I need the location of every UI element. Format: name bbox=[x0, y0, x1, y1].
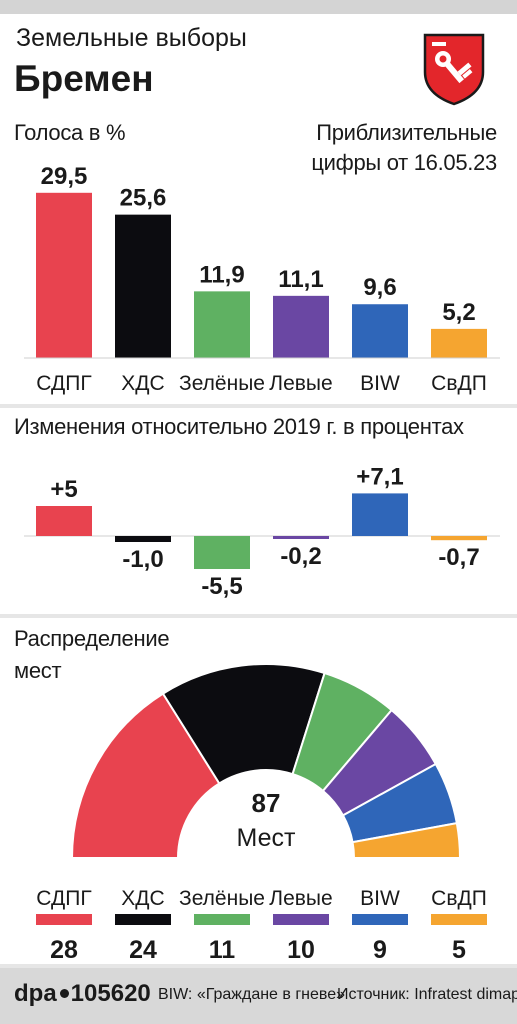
change-title: Изменения относительно 2019 г. в процент… bbox=[14, 414, 464, 439]
seat-segment bbox=[351, 821, 462, 859]
legend-party-label: СвДП bbox=[431, 887, 487, 910]
legend-swatch bbox=[194, 914, 250, 925]
footer-logo: dpa 105620 bbox=[14, 980, 151, 1008]
biw-note: BIW: «Граждане в гневе» bbox=[158, 986, 346, 1003]
party-label: СвДП bbox=[431, 372, 487, 395]
vote-share-chart: 29,5 СДПГ 25,6 ХДС 11,9 Зелёные 11,1 Левые 9,6 BI… bbox=[24, 163, 500, 395]
change-value-label: -1,0 bbox=[122, 546, 163, 573]
vote-value-label: 29,5 bbox=[41, 163, 88, 190]
legend-seat-count: 24 bbox=[129, 936, 157, 964]
change-value-label: -0,2 bbox=[280, 543, 321, 570]
legend-seat-count: 10 bbox=[287, 936, 315, 964]
vote-value-label: 25,6 bbox=[120, 185, 167, 212]
seat-chart: 87 Мест СДПГ 28 ХДС 24 Зелёные 11 Левые 10 BIW 9 СвД… bbox=[36, 663, 487, 964]
legend-seat-count: 11 bbox=[209, 936, 236, 964]
legend-party-label: ХДС bbox=[121, 887, 164, 910]
seat-segment bbox=[161, 663, 326, 785]
dot-icon bbox=[59, 988, 69, 998]
change-bar bbox=[194, 536, 250, 569]
party-label: Зелёные bbox=[179, 372, 265, 395]
seat-total: 87 bbox=[252, 788, 281, 818]
legend-swatch bbox=[36, 914, 92, 925]
seat-segment bbox=[70, 692, 221, 859]
vote-value-label: 9,6 bbox=[363, 274, 396, 301]
estimate-note-line2: цифры от 16.05.23 bbox=[311, 150, 497, 175]
legend-swatch bbox=[352, 914, 408, 925]
change-bar bbox=[431, 536, 487, 541]
change-bar bbox=[352, 493, 408, 536]
seat-title-line1: Распределение bbox=[14, 626, 170, 651]
page-subtitle: Земельные выборы bbox=[16, 24, 247, 52]
seat-center-label: Мест bbox=[237, 824, 297, 852]
vote-value-label: 11,1 bbox=[278, 266, 323, 293]
vote-bar bbox=[194, 291, 250, 358]
vote-share-panel: Земельные выборы Бремен Голоса в % Прибл… bbox=[0, 14, 517, 404]
vote-bar bbox=[115, 214, 171, 358]
legend-swatch bbox=[273, 914, 329, 925]
source-note: Источник: Infratest dimap bbox=[337, 986, 517, 1003]
top-strip bbox=[0, 0, 517, 14]
party-label: Левые bbox=[269, 372, 332, 395]
bremen-coat-of-arms-icon bbox=[422, 32, 486, 111]
change-value-label: -5,5 bbox=[201, 573, 242, 600]
legend-seat-count: 5 bbox=[452, 936, 466, 964]
legend-swatch bbox=[431, 914, 487, 925]
vote-share-title: Голоса в % bbox=[14, 120, 126, 145]
change-bar bbox=[273, 536, 329, 539]
legend-party-label: СДПГ bbox=[36, 887, 91, 910]
vote-bar bbox=[273, 295, 329, 358]
legend-seat-count: 9 bbox=[373, 936, 387, 964]
legend-party-label: Левые bbox=[269, 887, 332, 910]
party-label: ХДС bbox=[121, 372, 164, 395]
legend-party-label: BIW bbox=[360, 887, 400, 910]
change-value-label: +5 bbox=[50, 476, 77, 503]
seat-distribution-panel: Распределение мест 87 Мест СДПГ 28 ХДС 24 Зелё… bbox=[0, 618, 517, 964]
change-value-label: +7,1 bbox=[356, 463, 403, 490]
vote-value-label: 5,2 bbox=[442, 299, 475, 326]
page-title: Бремен bbox=[14, 58, 154, 99]
change-panel: Изменения относительно 2019 г. в процент… bbox=[0, 408, 517, 614]
estimate-note-line1: Приблизительные bbox=[316, 120, 497, 145]
party-label: СДПГ bbox=[36, 372, 91, 395]
change-bar bbox=[36, 506, 92, 536]
footer: dpa 105620 BIW: «Граждане в гневе» Источн… bbox=[0, 968, 517, 1024]
dpa-logo: dpa bbox=[14, 980, 57, 1007]
seat-title-line2: мест bbox=[14, 658, 62, 683]
change-chart: +5 -1,0 -5,5 -0,2 +7,1 -0,7 bbox=[24, 463, 500, 600]
change-bar bbox=[115, 536, 171, 542]
vote-bar bbox=[36, 192, 92, 358]
party-label: BIW bbox=[360, 372, 400, 395]
vote-bar bbox=[352, 304, 408, 358]
legend-swatch bbox=[115, 914, 171, 925]
legend-seat-count: 28 bbox=[50, 936, 78, 964]
legend-party-label: Зелёные bbox=[179, 887, 265, 910]
vote-value-label: 11,9 bbox=[199, 261, 244, 288]
change-value-label: -0,7 bbox=[438, 544, 479, 571]
graphic-id: 105620 bbox=[70, 980, 151, 1007]
vote-bar bbox=[431, 328, 487, 358]
